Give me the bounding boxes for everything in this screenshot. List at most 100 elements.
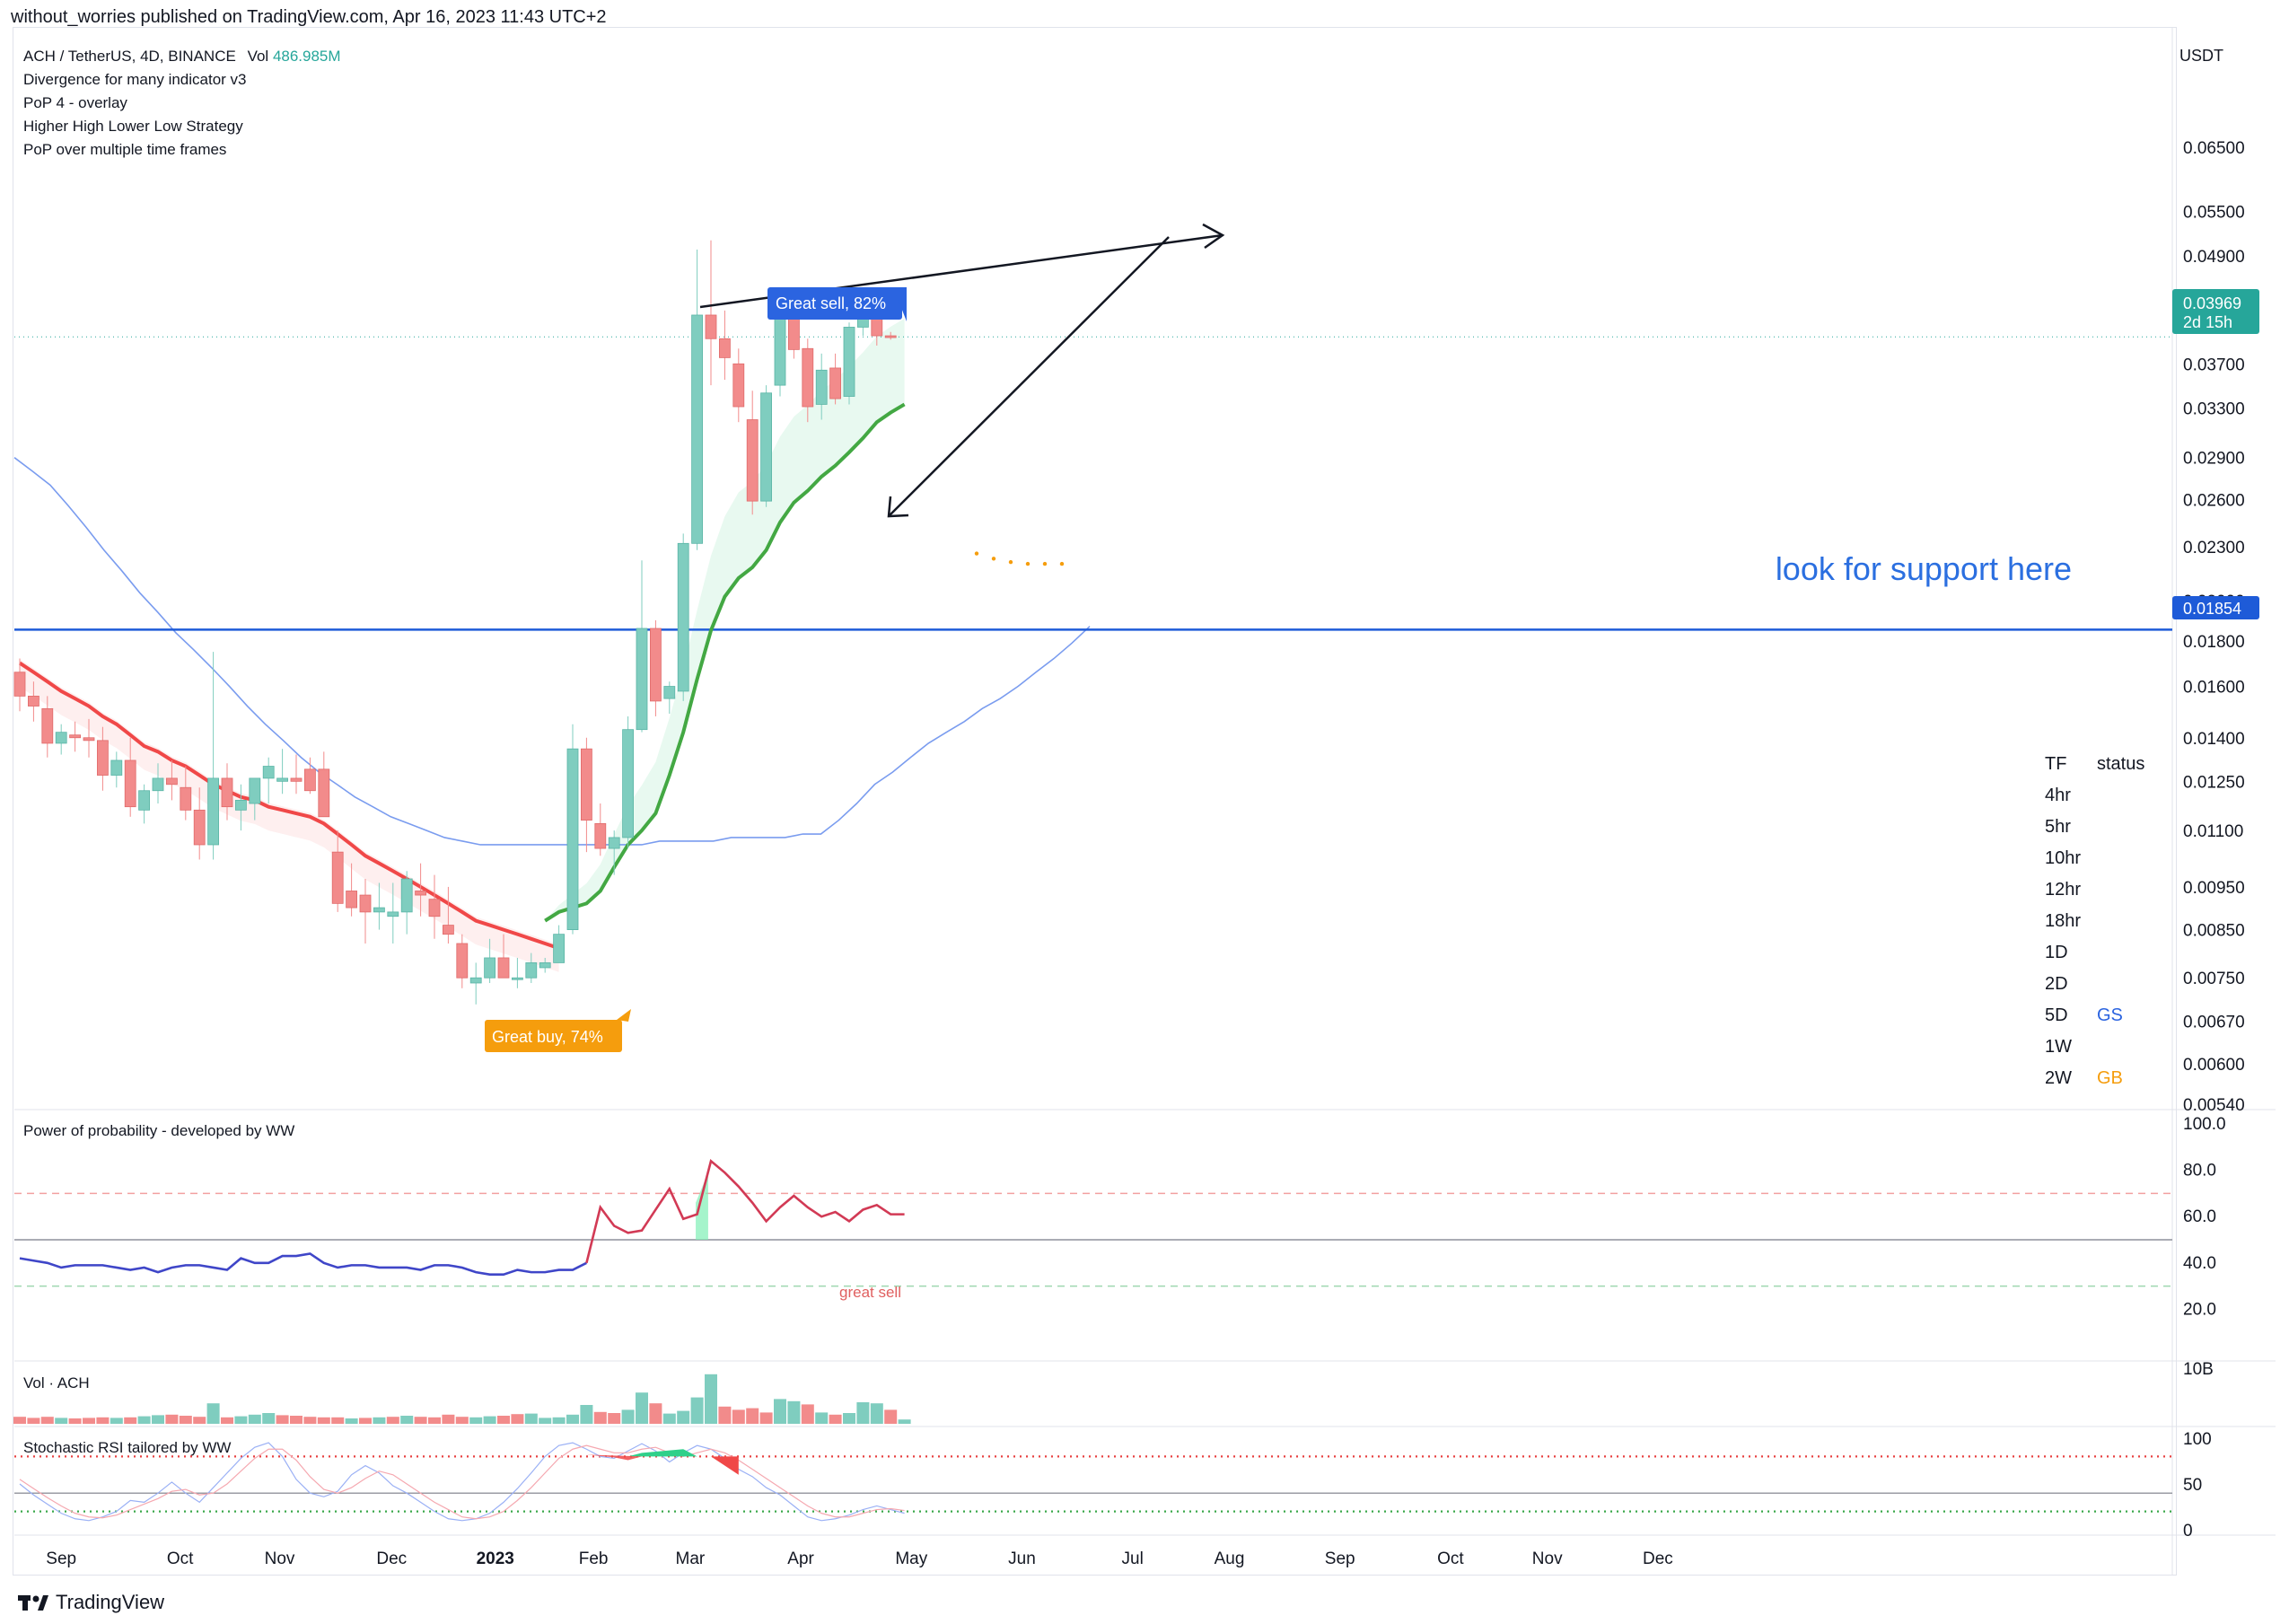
y-tick-label: 0.01600 [2183, 679, 2245, 698]
y-tick-label: 0.01800 [2183, 633, 2245, 652]
pop-y-tick: 100.0 [2183, 1115, 2226, 1134]
volume-bar [96, 1417, 110, 1424]
support-annotation: look for support here [1776, 550, 2072, 587]
indicator-label[interactable]: Higher High Lower Low Strategy [23, 118, 243, 135]
x-tick-label: Jun [1008, 1549, 1036, 1568]
candle-body [83, 737, 95, 742]
last-price-tag [2172, 289, 2259, 334]
volume-bar [870, 1403, 883, 1424]
volume-bar [884, 1409, 898, 1424]
indicator-label[interactable]: PoP 4 - overlay [23, 94, 127, 111]
candle-body [705, 314, 717, 339]
candle-body [359, 894, 372, 913]
great-sell-signal[interactable]: Great sell, 82% [767, 287, 907, 321]
signal-tag-bg [767, 287, 902, 320]
y-tick-label: 0.00670 [2183, 1014, 2245, 1032]
indicator-label[interactable]: PoP over multiple time frames [23, 141, 227, 158]
signal-tag-pointer [617, 1009, 631, 1022]
arrow-head [1202, 223, 1225, 250]
volume-bar [856, 1402, 870, 1424]
pop-y-tick: 60.0 [2183, 1207, 2216, 1226]
x-tick-label: Jul [1122, 1549, 1144, 1568]
indicator-label[interactable]: Divergence for many indicator v3 [23, 71, 247, 88]
tf-row: 5D GS [2045, 1005, 2144, 1037]
pop-annotation: great sell [839, 1284, 901, 1301]
volume-bar [787, 1400, 801, 1424]
candle-body [884, 335, 897, 338]
great-buy-label: Great buy, 74% [492, 1028, 603, 1046]
x-tick-label: May [895, 1549, 927, 1568]
y-axis-currency: USDT [2179, 47, 2223, 65]
volume-bar [55, 1418, 68, 1424]
candle-body [760, 392, 772, 502]
y-tick-label: 0.00540 [2183, 1096, 2245, 1115]
candle-body [110, 759, 123, 776]
tf-label: 2W [2045, 1068, 2072, 1088]
symbol-label: ACH / TetherUS, 4D, BINANCE [23, 48, 236, 65]
x-tick-label: Oct [167, 1549, 194, 1568]
candle-body [165, 777, 178, 786]
tf-row: 2W GB [2045, 1068, 2144, 1100]
candle-body [207, 777, 220, 846]
candle-body [484, 957, 496, 979]
chart-frame [13, 27, 2177, 1576]
volume-bar [124, 1417, 137, 1424]
y-tick-label: 0.01100 [2183, 822, 2243, 841]
vol-y-tick: 10B [2183, 1360, 2214, 1379]
candle-body [512, 977, 523, 980]
candle-body [428, 899, 441, 917]
volume-bar [759, 1412, 773, 1424]
srsi-pane-title: Stochastic RSI tailored by WW [23, 1439, 231, 1456]
tf-row: 4hr [2045, 786, 2144, 817]
srsi-k-line [19, 1442, 905, 1522]
x-tick-label: Dec [1643, 1549, 1673, 1568]
volume-bar [248, 1414, 261, 1424]
x-tick-label: Nov [265, 1549, 295, 1568]
candle-body [497, 957, 510, 979]
candle-body [400, 878, 413, 913]
volume-bar [524, 1413, 538, 1424]
pop-line-low [19, 1252, 587, 1276]
volume-bar [27, 1418, 40, 1424]
x-tick-label: Dec [376, 1549, 407, 1568]
y-tick-label: 0.02300 [2183, 539, 2245, 557]
volume-bar [193, 1417, 206, 1424]
candle-body [69, 734, 81, 739]
great-buy-signal[interactable]: Great buy, 74% [485, 1009, 631, 1052]
tf-label: 12hr [2045, 880, 2082, 900]
volume-bar [746, 1408, 759, 1424]
vol-pane-title: Vol · ACH [23, 1374, 90, 1391]
volume-bar [677, 1410, 690, 1424]
candle-body [815, 369, 828, 405]
candle-body [594, 822, 607, 849]
orange-dot [1059, 561, 1065, 566]
volume-bar [83, 1418, 95, 1424]
orange-dot [991, 557, 996, 561]
y-tick-label: 0.02600 [2183, 491, 2245, 510]
candle-body [732, 363, 745, 408]
symbol-line[interactable]: ACH / TetherUS, 4D, BINANCE Vol 486.985M [23, 45, 341, 68]
orange-dot [974, 551, 979, 556]
volume-bar [690, 1397, 704, 1424]
pop-y-tick: 20.0 [2183, 1300, 2216, 1319]
candle-body [788, 314, 800, 350]
y-tick-label: 0.00950 [2183, 879, 2245, 898]
vol-label: Vol [247, 48, 269, 65]
volume-bar [483, 1416, 496, 1424]
srsi-cross-red [586, 1454, 642, 1461]
candle-body [152, 777, 164, 792]
candle-body [97, 740, 109, 776]
support-arrow [888, 236, 1170, 517]
volume-bar [386, 1417, 399, 1424]
candle-body [290, 777, 303, 782]
ema-green-band [545, 318, 905, 921]
volume-bar [649, 1403, 662, 1424]
great-sell-label: Great sell, 82% [776, 294, 886, 312]
vol-value: 486.985M [272, 48, 341, 65]
candle-body [303, 768, 316, 792]
tradingview-brand[interactable]: TradingView [18, 1591, 164, 1614]
ma-blue-line [13, 457, 1091, 846]
volume-bar [206, 1403, 220, 1424]
y-tick-label: 0.02900 [2183, 450, 2245, 469]
